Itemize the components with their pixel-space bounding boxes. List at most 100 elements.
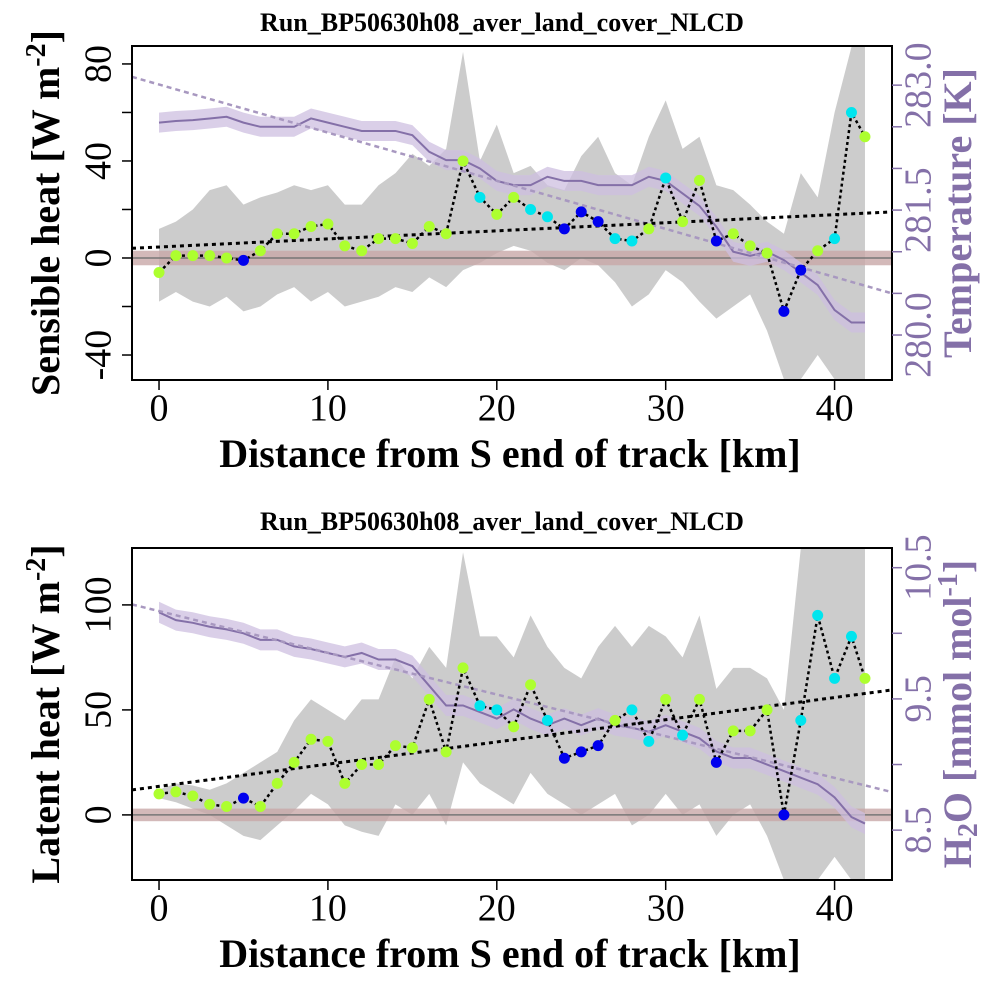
- flux-point: [677, 216, 689, 228]
- flux-point: [812, 609, 824, 621]
- y2-axis-label-part: 2: [953, 823, 984, 837]
- x-tick-label: 20: [478, 888, 516, 930]
- secondary-line: [158, 611, 866, 825]
- flux-point: [795, 264, 807, 276]
- y-axis-label-part: Sensible heat [W m: [23, 67, 68, 396]
- secondary-band: [159, 601, 865, 835]
- flux-point: [761, 704, 773, 716]
- y2-tick-label: 9.5: [898, 675, 940, 723]
- flux-point: [778, 809, 790, 821]
- flux-point: [812, 245, 824, 257]
- flux-point: [254, 801, 266, 813]
- flux-point: [525, 203, 537, 215]
- y-tick-label: 0: [78, 805, 120, 824]
- flux-point: [710, 756, 722, 768]
- y2-tick-label: 8.5: [898, 806, 940, 854]
- flux-point: [795, 714, 807, 726]
- x-tick-label: 10: [309, 888, 347, 930]
- flux-point: [221, 252, 233, 264]
- flux-point: [474, 700, 486, 712]
- x-axis-label: Distance from S end of track [km]: [219, 431, 800, 476]
- flux-point: [221, 801, 233, 813]
- y2-axis-label-part: H: [935, 837, 980, 868]
- plot-area: [132, 548, 892, 880]
- x-tick-label: 20: [478, 388, 516, 430]
- flux-point: [693, 693, 705, 705]
- flux-point: [558, 752, 570, 764]
- flux-point: [677, 729, 689, 741]
- flux-point: [339, 240, 351, 252]
- flux-point: [660, 693, 672, 705]
- flux-point: [761, 247, 773, 259]
- flux-point: [339, 777, 351, 789]
- flux-point: [609, 714, 621, 726]
- flux-point: [491, 704, 503, 716]
- flux-point: [204, 798, 216, 810]
- x-tick-label: 40: [816, 888, 854, 930]
- flux-point: [845, 106, 857, 118]
- x-tick-label: 30: [647, 888, 685, 930]
- flux-point: [423, 693, 435, 705]
- flux-point: [660, 172, 672, 184]
- x-tick-label: 0: [150, 888, 169, 930]
- flux-point: [744, 725, 756, 737]
- flux-point: [187, 790, 199, 802]
- y-axis-label-part: -2: [21, 43, 52, 66]
- flux-point: [204, 250, 216, 262]
- y-axis-label-part: ]: [23, 544, 68, 557]
- flux-point: [474, 191, 486, 203]
- y-axis-label: Latent heat [W m-2]: [21, 544, 68, 883]
- flux-point: [356, 759, 368, 771]
- flux-point: [406, 237, 418, 249]
- flux-point: [271, 777, 283, 789]
- flux-point: [508, 721, 520, 733]
- flux-point: [305, 733, 317, 745]
- flux-point: [558, 223, 570, 235]
- y-tick-label: -40: [78, 330, 120, 381]
- y2-tick-label: 280.0: [898, 292, 940, 378]
- flux-point: [271, 228, 283, 240]
- chart-title: Run_BP50630h08_aver_land_cover_NLCD: [260, 507, 744, 536]
- y-tick-label: 50: [78, 691, 120, 729]
- plot-frame: [131, 45, 893, 381]
- uncertainty-band: [159, 46, 865, 380]
- flux-point: [541, 714, 553, 726]
- y-tick-label: 0: [78, 248, 120, 267]
- y2-axis-label: H2O [mmol mol-1]: [933, 560, 984, 868]
- flux-point: [592, 216, 604, 228]
- flux-point: [389, 233, 401, 245]
- flux-point: [237, 254, 249, 266]
- x-tick-label: 10: [309, 388, 347, 430]
- flux-trend: [132, 210, 892, 250]
- flux-point: [710, 235, 722, 247]
- y-axis-label: Sensible heat [W m-2]: [21, 30, 68, 396]
- flux-point: [305, 220, 317, 232]
- y-axis-label-part: Latent heat [W m: [23, 581, 68, 884]
- flux-point: [322, 735, 334, 747]
- chart-title: Run_BP50630h08_aver_land_cover_NLCD: [260, 8, 744, 37]
- y2-axis-label-part: -1: [933, 573, 964, 596]
- flux-point: [778, 305, 790, 317]
- flux-point: [859, 131, 871, 143]
- flux-point: [187, 250, 199, 262]
- flux-point: [626, 235, 638, 247]
- flux-point: [389, 740, 401, 752]
- flux-point: [153, 267, 165, 279]
- flux-point: [859, 672, 871, 684]
- x-tick-label: 30: [647, 388, 685, 430]
- y-tick-label: 40: [78, 142, 120, 180]
- flux-point: [254, 245, 266, 257]
- x-tick-label: 0: [150, 388, 169, 430]
- flux-point: [609, 233, 621, 245]
- flux-point: [322, 218, 334, 230]
- flux-point: [829, 233, 841, 245]
- flux-point: [541, 211, 553, 223]
- flux-point: [727, 228, 739, 240]
- flux-point: [491, 208, 503, 220]
- flux-point: [406, 742, 418, 754]
- flux-point: [170, 786, 182, 798]
- y2-axis-label: Temperature [K]: [935, 68, 980, 358]
- flux-point: [457, 155, 469, 167]
- y2-tick-label: 281.5: [898, 167, 940, 253]
